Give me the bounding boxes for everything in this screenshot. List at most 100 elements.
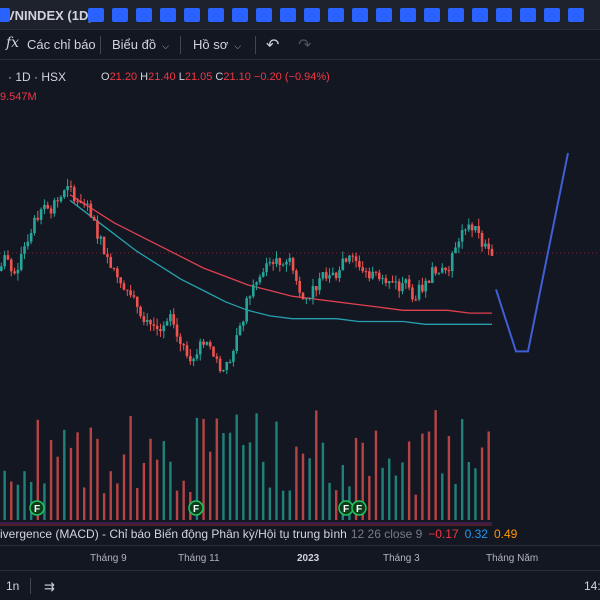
toolbar-tab-icon[interactable] bbox=[232, 8, 248, 22]
candle-body bbox=[29, 233, 33, 242]
volume-bar bbox=[407, 441, 411, 520]
volume-bar bbox=[43, 483, 46, 520]
candle-body bbox=[116, 268, 119, 278]
candle-body bbox=[149, 320, 152, 325]
toolbar-tab-icon[interactable] bbox=[496, 8, 512, 22]
indicators-button[interactable]: Các chỉ báo bbox=[27, 37, 96, 52]
undo-icon[interactable]: ↶ bbox=[266, 37, 280, 54]
volume-bar bbox=[195, 417, 199, 520]
toolbar-tab-icon[interactable] bbox=[448, 8, 464, 22]
redo-icon[interactable]: ↷ bbox=[298, 37, 312, 54]
ohlc-readout: O21.20 H21.40 L21.05 C21.10 −0.20 (−0.94… bbox=[101, 71, 330, 83]
toolbar-tab-icon[interactable] bbox=[304, 8, 320, 22]
candle-body bbox=[202, 341, 205, 345]
candle-body bbox=[59, 197, 63, 202]
candle-body bbox=[212, 346, 215, 357]
candle-body bbox=[338, 270, 341, 279]
toolbar-tab-icon[interactable] bbox=[160, 8, 176, 22]
macd-histogram-value: −0.17 bbox=[428, 527, 459, 541]
event-marker-icon[interactable]: F bbox=[351, 500, 367, 516]
volume-bar bbox=[301, 453, 305, 520]
candle-body bbox=[208, 342, 212, 347]
candle-body bbox=[19, 253, 23, 270]
candle-body bbox=[404, 279, 408, 284]
toolbar-tab-icon[interactable] bbox=[568, 8, 584, 22]
event-marker-circle bbox=[29, 500, 45, 516]
toolbar-tab-icon[interactable] bbox=[112, 8, 128, 22]
candle-body bbox=[278, 258, 282, 266]
candle-body bbox=[271, 262, 275, 264]
candle-body bbox=[480, 232, 484, 247]
candle-body bbox=[308, 298, 311, 300]
candle-body bbox=[0, 266, 3, 271]
candle-body bbox=[381, 278, 384, 280]
candle-body bbox=[6, 255, 10, 260]
candle-body bbox=[99, 236, 103, 239]
volume-bar bbox=[83, 487, 86, 520]
candle-body bbox=[155, 325, 159, 329]
bottom-toolbar: 1n ⇉ 14: bbox=[0, 570, 600, 600]
volume-bar bbox=[447, 436, 451, 520]
candle-body bbox=[135, 296, 139, 307]
candle-body bbox=[112, 267, 116, 269]
candle-body bbox=[424, 280, 427, 292]
candle-body bbox=[265, 263, 268, 273]
candle-body bbox=[3, 255, 6, 267]
candle-body bbox=[261, 272, 265, 277]
volume-bar bbox=[23, 471, 26, 520]
toolbar-tab-icon[interactable] bbox=[376, 8, 392, 22]
event-marker-icon[interactable]: F bbox=[338, 500, 354, 516]
candle-body bbox=[417, 284, 421, 300]
candle-body bbox=[298, 280, 302, 293]
symbol-legend: · 1D · HSX bbox=[8, 70, 66, 84]
candle-body bbox=[235, 335, 239, 352]
volume-bar bbox=[288, 490, 291, 520]
toolbar-tab-icon[interactable] bbox=[472, 8, 488, 22]
candle-body bbox=[145, 320, 149, 322]
interval-button[interactable]: 1n bbox=[6, 579, 20, 593]
time-axis[interactable]: Tháng 9 Tháng 11 2023 Tháng 3 Tháng Năm bbox=[0, 545, 600, 565]
toolbar-tab-icon[interactable] bbox=[400, 8, 416, 22]
x-tick-label: Tháng 11 bbox=[178, 553, 220, 564]
volume-bar bbox=[162, 441, 165, 520]
candle-body bbox=[238, 325, 242, 336]
candle-body bbox=[33, 217, 36, 234]
candle-body bbox=[460, 230, 464, 242]
toolbar-tab-icon[interactable] bbox=[208, 8, 224, 22]
toolbar-tab-icon[interactable] bbox=[184, 8, 200, 22]
toolbar-tab-icon[interactable] bbox=[328, 8, 344, 22]
volume-bar bbox=[295, 446, 298, 520]
toolbar-tab-icon[interactable] bbox=[88, 8, 104, 22]
open-value: 21.20 bbox=[109, 71, 138, 83]
toolbar-tab-icon[interactable] bbox=[256, 8, 272, 22]
toolbar-tab-icon[interactable] bbox=[136, 8, 152, 22]
candle-body bbox=[450, 253, 454, 271]
event-marker-icon[interactable]: F bbox=[29, 500, 45, 516]
profile-button[interactable]: Hồ sơ ⌵ bbox=[193, 37, 241, 52]
toolbar-tab-icon[interactable] bbox=[280, 8, 296, 22]
volume-bar bbox=[248, 442, 252, 520]
candle-body bbox=[364, 271, 368, 273]
chevron-down-icon: ⌵ bbox=[162, 41, 169, 51]
change-value: −0.20 (−0.94%) bbox=[253, 71, 330, 83]
event-marker-icon[interactable]: F bbox=[188, 500, 204, 516]
event-marker-label: F bbox=[343, 504, 349, 515]
toolbar-tab-icon[interactable] bbox=[424, 8, 440, 22]
volume-bar bbox=[96, 438, 99, 520]
high-value: 21.40 bbox=[148, 71, 176, 83]
window-control-icon bbox=[0, 8, 10, 22]
candle-body bbox=[169, 314, 172, 322]
indicator-fx-icon[interactable]: fx bbox=[6, 35, 20, 51]
toolbar-tab-icon[interactable] bbox=[352, 8, 368, 22]
volume-bar bbox=[208, 451, 212, 520]
candle-body bbox=[321, 272, 325, 279]
toolbar-tab-icon[interactable] bbox=[544, 8, 560, 22]
candle-body bbox=[222, 369, 225, 372]
toolbar-tab-icon[interactable] bbox=[520, 8, 536, 22]
volume-bar bbox=[427, 431, 431, 520]
candle-body bbox=[179, 336, 182, 344]
chart-type-button[interactable]: Biểu đồ ⌵ bbox=[112, 37, 169, 52]
volume-bar bbox=[29, 481, 33, 520]
replay-icon[interactable]: ⇉ bbox=[44, 579, 55, 594]
